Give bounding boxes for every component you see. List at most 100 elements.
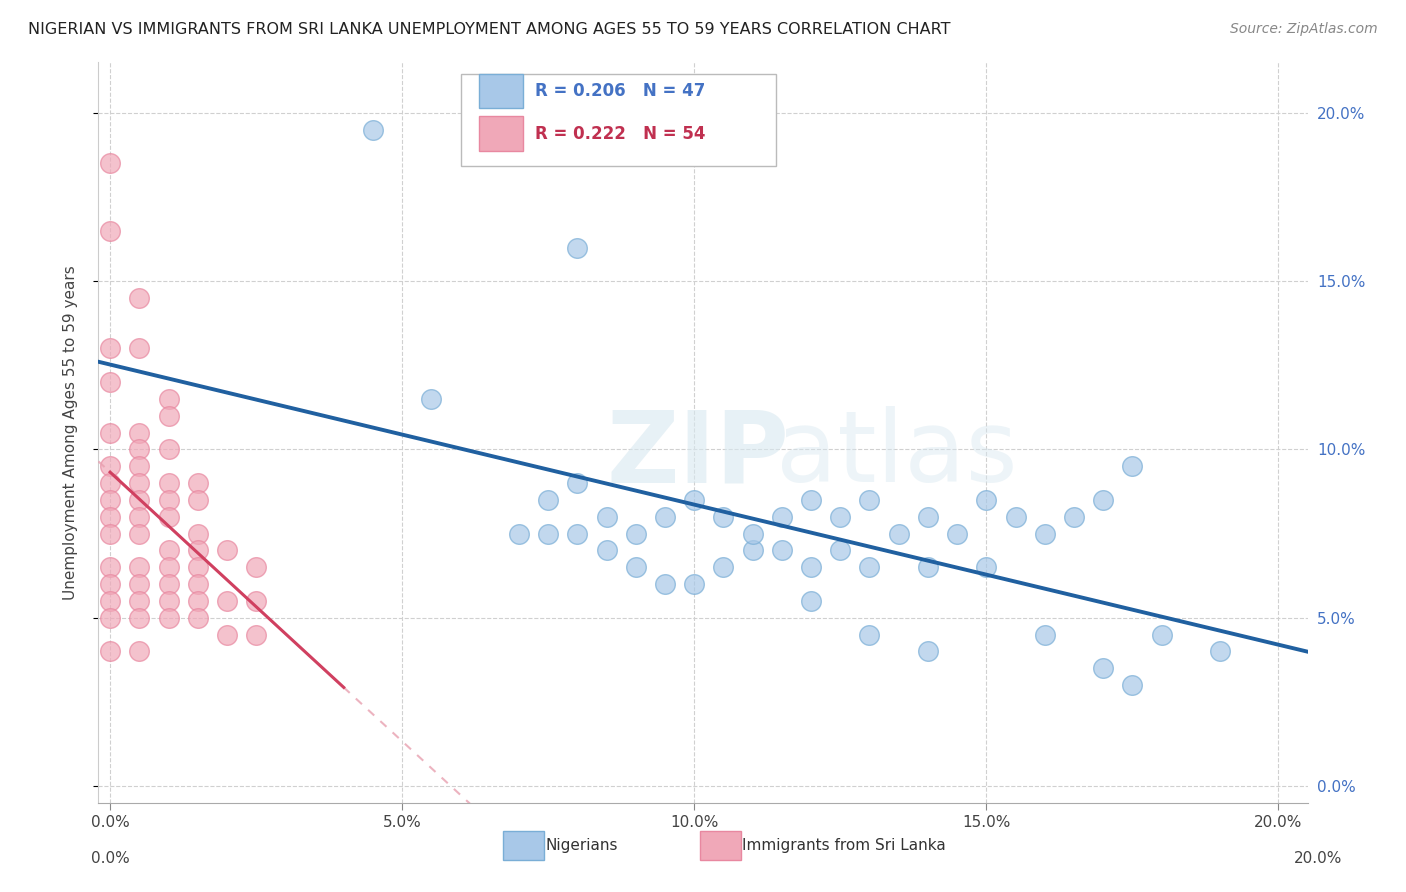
Text: Source: ZipAtlas.com: Source: ZipAtlas.com [1230,22,1378,37]
Point [800,492,823,507]
Point [654,577,676,591]
Point [1033,627,1056,641]
Point [1209,644,1232,658]
Point [187,560,209,574]
Point [917,509,939,524]
Point [537,492,560,507]
Point [157,610,180,624]
Point [1092,492,1115,507]
Point [187,492,209,507]
FancyBboxPatch shape [479,74,523,108]
Point [567,240,589,254]
Point [128,610,150,624]
Point [128,644,150,658]
Point [1121,678,1143,692]
Point [1033,526,1056,541]
Point [157,594,180,608]
Point [128,342,150,356]
Y-axis label: Unemployment Among Ages 55 to 59 years: Unemployment Among Ages 55 to 59 years [63,265,77,600]
Point [624,560,647,574]
Point [770,543,793,558]
Point [567,476,589,491]
Point [98,594,121,608]
Point [187,543,209,558]
Point [215,627,238,641]
Point [98,476,121,491]
Point [157,543,180,558]
Point [858,560,880,574]
Text: Nigerians: Nigerians [546,838,619,853]
Point [128,476,150,491]
Point [974,560,997,574]
Point [128,526,150,541]
Point [654,509,676,524]
Point [157,560,180,574]
Point [128,577,150,591]
Point [187,577,209,591]
Point [98,610,121,624]
Point [128,459,150,474]
Point [713,509,735,524]
Point [946,526,969,541]
Point [128,425,150,440]
Text: Immigrants from Sri Lanka: Immigrants from Sri Lanka [742,838,946,853]
Point [770,509,793,524]
Point [98,526,121,541]
Point [245,594,267,608]
Point [157,492,180,507]
Point [683,577,706,591]
Point [98,342,121,356]
Point [858,627,880,641]
Point [567,526,589,541]
FancyBboxPatch shape [479,117,523,151]
Point [420,392,443,406]
Point [98,644,121,658]
Point [157,392,180,406]
Point [245,627,267,641]
Point [624,526,647,541]
Point [98,492,121,507]
Point [917,560,939,574]
Point [713,560,735,574]
Point [128,594,150,608]
Point [187,610,209,624]
Point [1063,509,1085,524]
Point [595,543,617,558]
Point [157,476,180,491]
Point [98,425,121,440]
Text: ZIP: ZIP [606,407,789,503]
Point [128,442,150,457]
Point [537,526,560,541]
Point [157,409,180,423]
Point [187,594,209,608]
Point [830,543,852,558]
Point [1121,459,1143,474]
Point [98,560,121,574]
Point [157,442,180,457]
Point [858,492,880,507]
Point [157,577,180,591]
Point [98,375,121,389]
Point [98,577,121,591]
Text: atlas: atlas [776,407,1017,503]
Point [974,492,997,507]
Text: R = 0.222   N = 54: R = 0.222 N = 54 [534,125,706,143]
Point [741,543,763,558]
Point [800,560,823,574]
Point [98,459,121,474]
Point [741,526,763,541]
Point [128,291,150,305]
Point [830,509,852,524]
Point [215,594,238,608]
Point [800,594,823,608]
Point [98,509,121,524]
Point [245,560,267,574]
Point [157,509,180,524]
FancyBboxPatch shape [461,73,776,166]
Point [683,492,706,507]
Point [887,526,910,541]
Point [595,509,617,524]
Point [128,509,150,524]
Point [128,492,150,507]
Text: R = 0.206   N = 47: R = 0.206 N = 47 [534,82,706,100]
